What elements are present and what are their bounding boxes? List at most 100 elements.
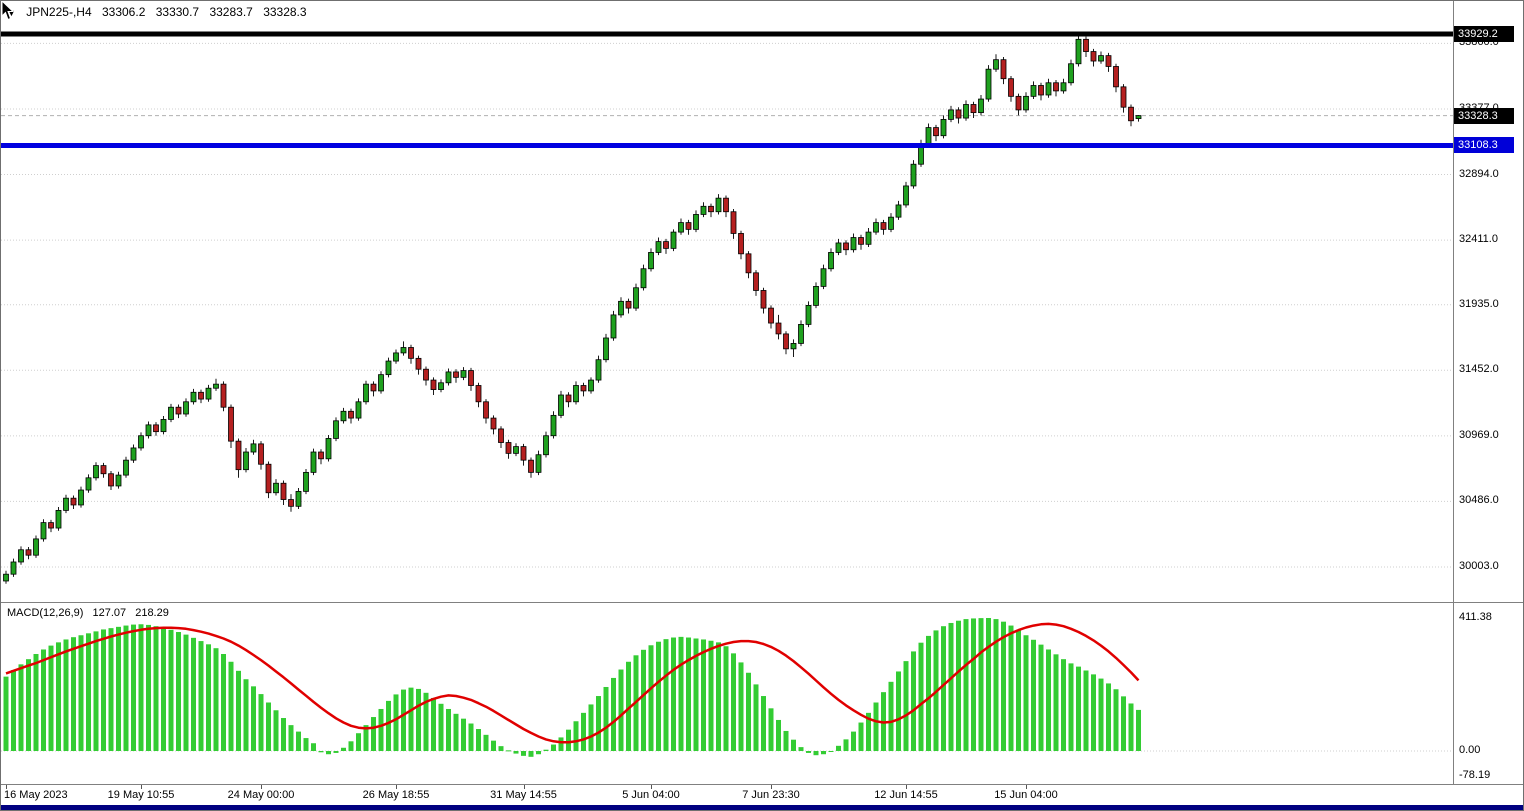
bear-candle [843, 242, 849, 251]
macd-histogram-bar [626, 661, 631, 751]
macd-histogram-bar [693, 638, 699, 751]
macd-histogram-bar [33, 654, 39, 751]
bull-candle [603, 337, 609, 361]
macd-histogram-bar [48, 645, 54, 751]
mouse-cursor-icon [1, 1, 15, 21]
macd-histogram-bar [258, 694, 264, 751]
price-scale[interactable]: 33860.033377.032894.032411.031935.031452… [1454, 1, 1523, 785]
macd-histogram-bar [198, 641, 204, 751]
time-label: 19 May 10:55 [107, 789, 175, 801]
bear-candle [1090, 51, 1097, 62]
bull-candle [828, 252, 834, 270]
bear-candle [933, 127, 939, 137]
time-label: 15 Jun 04:00 [994, 789, 1058, 801]
bear-candle [475, 385, 482, 403]
macd-histogram-bar [686, 637, 691, 751]
bear-candle [858, 237, 864, 245]
macd-histogram-bar [86, 633, 91, 751]
macd-signal-value: 218.29 [135, 607, 169, 619]
bear-candle [100, 465, 107, 475]
bid-price-box: 33328.3 [1454, 107, 1514, 124]
bull-candle [513, 446, 519, 454]
macd-histogram-bar [206, 644, 211, 751]
bear-candle [348, 410, 354, 419]
bear-candle [955, 109, 962, 119]
bull-candle [640, 268, 647, 289]
macd-histogram-bar [1008, 625, 1014, 751]
bear-candle [970, 104, 977, 114]
bull-candle [1023, 95, 1029, 111]
time-label: 5 Jun 04:00 [622, 789, 680, 801]
macd-indicator-pane[interactable]: MACD(12,26,9) 127.07 218.29 [1, 603, 1453, 784]
axis-separator [1, 784, 1523, 785]
macd-histogram-bar [783, 730, 789, 751]
macd-histogram-bar [1061, 659, 1066, 751]
bull-candle [558, 394, 564, 416]
macd-tick-label: 0.00 [1459, 744, 1481, 756]
macd-histogram-bar [116, 626, 121, 751]
bull-candle [393, 352, 399, 362]
bear-candle [228, 406, 234, 442]
time-tick [396, 785, 397, 789]
macd-histogram-bar [941, 626, 946, 751]
bull-candle [333, 420, 339, 439]
bull-candle [130, 447, 137, 461]
macd-histogram-bar [836, 745, 841, 751]
bear-candle [580, 385, 587, 392]
bull-candle [550, 414, 557, 437]
time-label: 16 May 2023 [4, 789, 68, 801]
bull-candle [213, 383, 219, 389]
macd-histogram-bar [656, 641, 661, 751]
macd-histogram-bar [438, 703, 444, 751]
bear-candle [153, 424, 159, 433]
macd-histogram-bar [671, 637, 676, 751]
bull-candle [168, 406, 174, 420]
bear-candle [1083, 38, 1089, 52]
price-chart-pane[interactable]: ▼ JPN225-,H4 33306.2 33330.7 33283.7 333… [1, 1, 1453, 602]
bull-candle [798, 324, 804, 344]
macd-histogram-bar [948, 622, 954, 751]
symbol-marker-icon: ▼ [7, 8, 16, 18]
macd-histogram-bar [386, 700, 391, 751]
bear-candle [1015, 95, 1022, 111]
bull-candle [670, 231, 677, 249]
price-tick-label: 30486.0 [1459, 494, 1499, 507]
macd-histogram-bar [221, 654, 226, 751]
macd-histogram-bar [596, 696, 601, 751]
macd-histogram-bar [1038, 644, 1044, 751]
macd-histogram-bar [521, 751, 526, 756]
macd-histogram-bar [71, 637, 76, 751]
macd-histogram-bar [543, 749, 549, 751]
bear-candle [708, 205, 714, 213]
candlestick-chart [1, 31, 1453, 584]
bull-candle [595, 359, 602, 381]
bull-candle [1068, 63, 1074, 84]
macd-histogram-bar [768, 708, 774, 751]
time-tick [141, 785, 142, 789]
pane-separator[interactable] [1, 602, 1523, 603]
macd-histogram-bar [266, 702, 271, 751]
macd-histogram-bar [1068, 663, 1074, 751]
bull-candle [145, 424, 152, 437]
macd-histogram-bar [476, 729, 481, 751]
macd-histogram-bar [791, 739, 796, 751]
macd-histogram-bar [423, 692, 429, 751]
bull-candle [355, 401, 362, 419]
macd-histogram-bar [146, 624, 151, 751]
bull-candle [340, 410, 347, 422]
bear-candle [175, 406, 182, 415]
macd-histogram-bar [528, 751, 534, 757]
bull-candle [648, 252, 654, 270]
macd-tick-label: -78.19 [1459, 769, 1491, 782]
bull-candle [190, 391, 197, 403]
bear-candle [685, 222, 692, 230]
bear-candle [730, 211, 737, 234]
macd-histogram-bar [753, 684, 759, 751]
macd-histogram-bar [408, 687, 414, 751]
bull-candle [295, 490, 302, 507]
macd-histogram-bar [498, 746, 504, 751]
bull-candle [1045, 82, 1052, 96]
time-axis[interactable]: 16 May 2023 19 May 10:55 24 May 00:00 26 Ma… [1, 785, 1523, 805]
bear-candle [1113, 66, 1119, 88]
macd-histogram-bar [1106, 683, 1111, 751]
